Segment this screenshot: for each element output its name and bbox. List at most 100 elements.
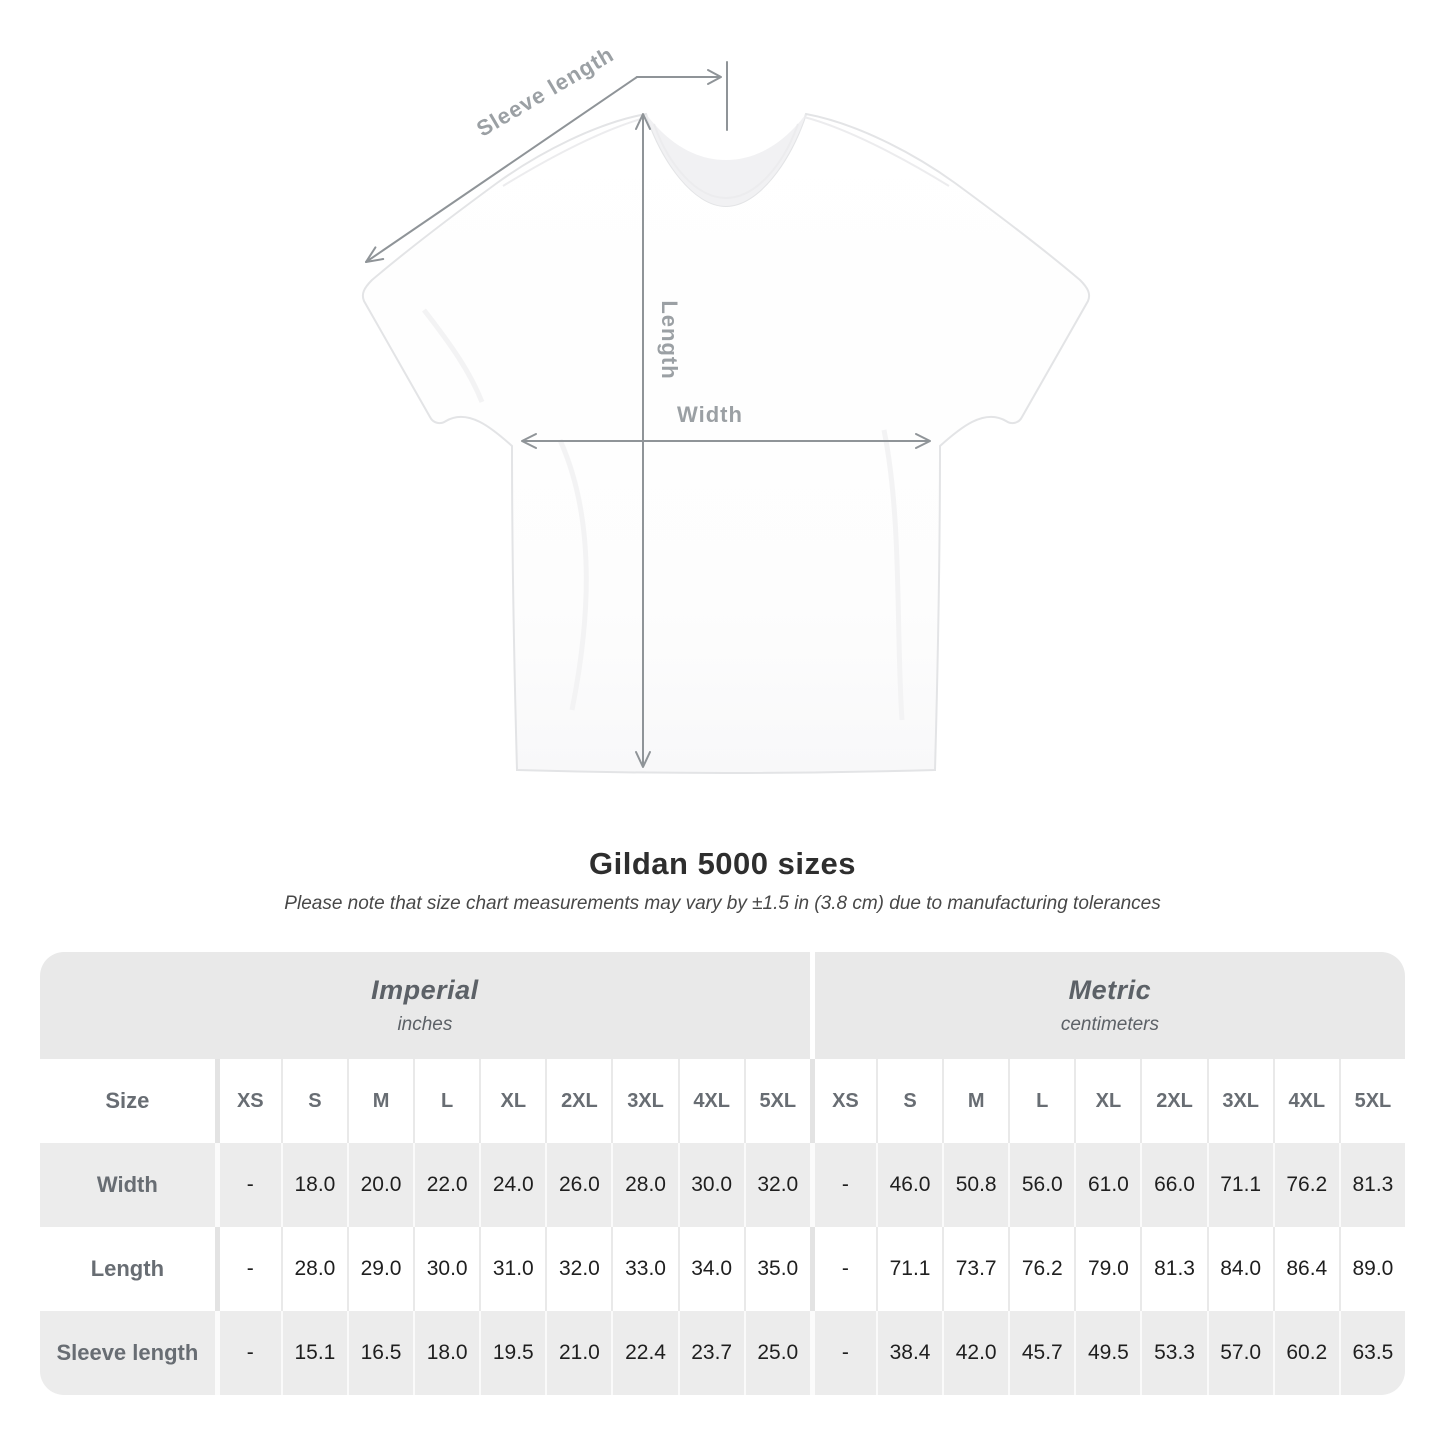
table-cell: 42.0: [942, 1311, 1009, 1395]
page-title: Gildan 5000 sizes: [589, 846, 856, 881]
size-col-imperial-xl: XL: [479, 1059, 546, 1143]
table-cell: -: [214, 1143, 281, 1227]
size-header-row: Size XS S M L XL 2XL 3XL 4XL 5XL XS S M L XL 2XL 3XL 4XL…: [40, 1059, 1405, 1143]
table-cell: 71.1: [875, 1227, 943, 1311]
unit-band-row: Imperial inches Metric centimeters: [40, 952, 1405, 1059]
size-column-header: Size: [40, 1059, 215, 1143]
table-cell: 32.0: [743, 1143, 810, 1227]
table-cell: 19.5: [479, 1311, 546, 1395]
table-cell: 25.0: [743, 1311, 810, 1395]
size-col-metric-2xl: 2XL: [1140, 1059, 1207, 1143]
tshirt-body: [361, 112, 1091, 774]
table-cell: 76.2: [1008, 1227, 1075, 1311]
size-col-metric-4xl: 4XL: [1272, 1059, 1339, 1143]
table-cell: 30.0: [413, 1227, 480, 1311]
table-cell: 81.3: [1140, 1227, 1207, 1311]
measurement-row: Width -18.0 20.0 22.0 24.0 26.0 28.0 30.0 32.0-4…: [40, 1143, 1405, 1227]
table-cell: 22.0: [413, 1143, 480, 1227]
table-cell: 89.0: [1338, 1227, 1405, 1311]
length-label: Length: [657, 300, 682, 379]
wrinkle-left: [557, 438, 589, 711]
table-cell: 49.5: [1074, 1311, 1141, 1395]
table-cell: 76.2: [1272, 1143, 1339, 1227]
table-cell: 26.0: [545, 1143, 612, 1227]
size-table: Imperial inches Metric centimeters Size …: [40, 952, 1405, 1395]
table-cell: 24.0: [479, 1143, 546, 1227]
left-shoulder-seam: [502, 116, 649, 187]
table-cell: 86.4: [1272, 1227, 1339, 1311]
tolerance-note: Please note that size chart measurements…: [284, 893, 1161, 914]
collar-rib-seam: [653, 123, 799, 200]
table-cell: -: [214, 1311, 281, 1395]
wrinkle-sleeve: [422, 308, 485, 403]
sleeve-length-label: Sleeve length: [472, 41, 618, 141]
width-label: Width: [677, 402, 743, 427]
table-cell: 28.0: [611, 1143, 678, 1227]
table-cell: 18.0: [280, 1143, 347, 1227]
collar-opening: [646, 114, 806, 206]
table-cell: 50.8: [942, 1143, 1009, 1227]
table-cell: 31.0: [479, 1227, 546, 1311]
size-col-imperial-xs: XS: [214, 1059, 281, 1143]
table-cell: 46.0: [875, 1143, 943, 1227]
table-cell: 60.2: [1272, 1311, 1339, 1395]
tshirt-svg: Sleeve length Length Width: [361, 41, 1091, 774]
table-cell: 21.0: [545, 1311, 612, 1395]
table-cell: 20.0: [346, 1143, 414, 1227]
right-shoulder-seam: [803, 116, 950, 187]
imperial-title: Imperial: [371, 975, 479, 1005]
table-cell: 73.7: [942, 1227, 1009, 1311]
table-cell: 57.0: [1206, 1311, 1273, 1395]
table-cell: 71.1: [1206, 1143, 1273, 1227]
size-col-metric-l: L: [1008, 1059, 1075, 1143]
table-cell: 81.3: [1338, 1143, 1405, 1227]
row-label: Width: [40, 1143, 215, 1227]
size-col-metric-5xl: 5XL: [1338, 1059, 1405, 1143]
table-cell: 79.0: [1074, 1227, 1141, 1311]
table-cell: 16.5: [346, 1311, 414, 1395]
table-cell: 18.0: [413, 1311, 480, 1395]
table-cell: 66.0: [1140, 1143, 1207, 1227]
table-cell: 33.0: [611, 1227, 678, 1311]
table-cell: 29.0: [346, 1227, 414, 1311]
imperial-unit: inches: [397, 1014, 453, 1035]
wrinkle-right: [881, 429, 905, 721]
table-cell: 32.0: [545, 1227, 612, 1311]
heading: Gildan 5000 sizes Please note that size …: [0, 846, 1445, 916]
table-cell: 45.7: [1008, 1311, 1075, 1395]
width-arrow: [521, 433, 931, 449]
table-cell: 28.0: [280, 1227, 347, 1311]
metric-header: Metric centimeters: [809, 952, 1405, 1059]
measurement-row: Sleeve length -15.1 16.5 18.0 19.5 21.0 22.4 23…: [40, 1311, 1405, 1395]
table-cell: 35.0: [743, 1227, 810, 1311]
size-col-imperial-3xl: 3XL: [611, 1059, 678, 1143]
size-col-imperial-4xl: 4XL: [677, 1059, 744, 1143]
size-col-metric-s: S: [875, 1059, 943, 1143]
table-cell: -: [809, 1143, 876, 1227]
table-cell: 22.4: [611, 1311, 678, 1395]
imperial-header: Imperial inches: [40, 952, 810, 1059]
metric-unit: centimeters: [1060, 1014, 1160, 1035]
size-col-metric-xl: XL: [1074, 1059, 1141, 1143]
table-cell: 63.5: [1338, 1311, 1405, 1395]
measurement-row: Length -28.0 29.0 30.0 31.0 32.0 33.0 34.0 35.0-…: [40, 1227, 1405, 1311]
table-cell: 15.1: [280, 1311, 347, 1395]
sleeve-length-arrow: [365, 61, 728, 263]
table-cell: -: [809, 1311, 876, 1395]
table-cell: 23.7: [677, 1311, 744, 1395]
size-table-grid: Imperial inches Metric centimeters Size …: [40, 952, 1405, 1395]
table-cell: 53.3: [1140, 1311, 1207, 1395]
metric-title: Metric: [1068, 975, 1152, 1005]
size-col-imperial-s: S: [280, 1059, 347, 1143]
table-cell: 84.0: [1206, 1227, 1273, 1311]
table-cell: -: [214, 1227, 281, 1311]
table-cell: 61.0: [1074, 1143, 1141, 1227]
table-cell: 38.4: [875, 1311, 943, 1395]
table-cell: 34.0: [677, 1227, 744, 1311]
table-cell: 30.0: [677, 1143, 744, 1227]
shirt-diagram: Sleeve length Length Width: [361, 41, 1091, 774]
size-col-imperial-m: M: [346, 1059, 414, 1143]
size-col-metric-xs: XS: [809, 1059, 876, 1143]
size-col-metric-3xl: 3XL: [1206, 1059, 1273, 1143]
